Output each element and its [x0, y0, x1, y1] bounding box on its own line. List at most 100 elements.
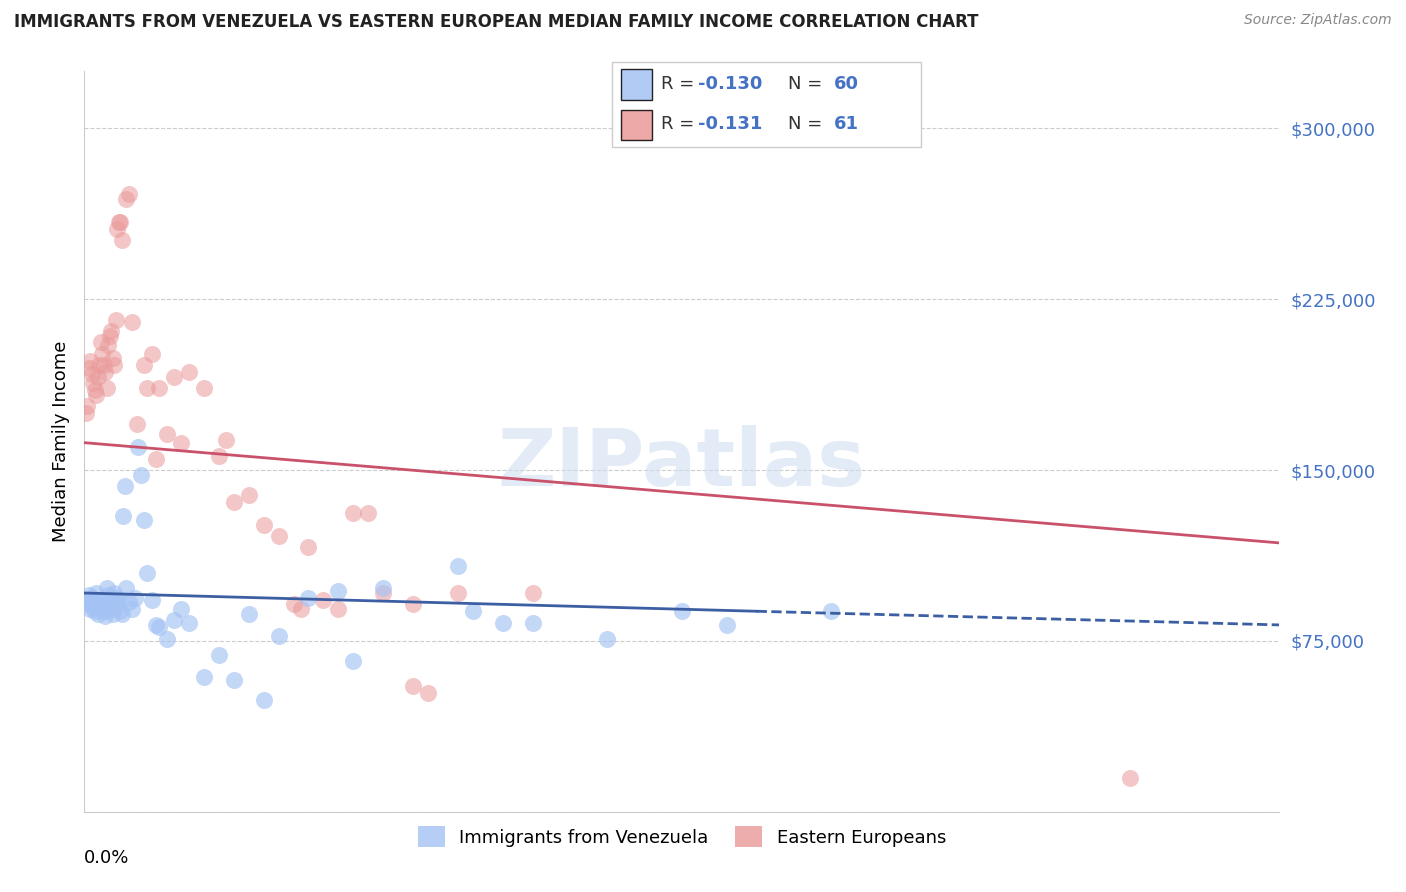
Point	[342, 506, 364, 520]
Point	[238, 607, 260, 621]
Point	[416, 686, 439, 700]
Point	[114, 479, 136, 493]
Point	[89, 598, 111, 612]
Point	[283, 598, 305, 612]
Point	[94, 608, 117, 623]
Point	[155, 632, 177, 646]
Point	[170, 435, 193, 450]
Point	[238, 488, 260, 502]
Point	[163, 369, 186, 384]
Point	[141, 347, 163, 361]
Point	[100, 602, 122, 616]
Text: N =: N =	[787, 115, 828, 133]
Point	[83, 604, 105, 618]
Y-axis label: Median Family Income: Median Family Income	[52, 341, 70, 542]
Point	[373, 586, 395, 600]
Point	[83, 384, 105, 398]
Point	[80, 368, 103, 382]
Point	[98, 595, 121, 609]
Point	[253, 517, 276, 532]
Point	[101, 607, 124, 621]
Text: 61: 61	[834, 115, 859, 133]
Point	[1119, 771, 1142, 785]
Point	[127, 440, 149, 454]
Point	[136, 566, 159, 580]
Point	[522, 615, 544, 630]
Text: -0.131: -0.131	[699, 115, 762, 133]
Point	[91, 347, 114, 361]
Point	[77, 360, 100, 375]
Point	[100, 324, 122, 338]
Point	[121, 315, 143, 329]
Point	[402, 680, 425, 694]
Point	[110, 604, 132, 618]
Point	[75, 406, 97, 420]
Point	[290, 602, 312, 616]
Point	[148, 381, 170, 395]
Point	[103, 358, 125, 372]
FancyBboxPatch shape	[621, 70, 652, 100]
Point	[90, 335, 112, 350]
FancyBboxPatch shape	[612, 62, 921, 147]
FancyBboxPatch shape	[621, 110, 652, 140]
Point	[145, 618, 167, 632]
Point	[87, 369, 110, 384]
Point	[79, 602, 101, 616]
Point	[222, 673, 245, 687]
Text: 0.0%: 0.0%	[84, 849, 129, 867]
Text: R =: R =	[661, 115, 700, 133]
Text: N =: N =	[787, 75, 828, 93]
Point	[77, 588, 100, 602]
Point	[297, 541, 319, 555]
Point	[110, 215, 132, 229]
Point	[596, 632, 619, 646]
Point	[94, 365, 117, 379]
Point	[163, 613, 186, 627]
Point	[208, 648, 231, 662]
Point	[328, 602, 350, 616]
Point	[111, 607, 134, 621]
Point	[96, 381, 118, 395]
Point	[129, 467, 152, 482]
Point	[112, 508, 135, 523]
Point	[125, 417, 148, 432]
Point	[141, 592, 163, 607]
Text: ZIPatlas: ZIPatlas	[498, 425, 866, 503]
Point	[522, 586, 544, 600]
Point	[215, 434, 238, 448]
Point	[297, 591, 319, 605]
Point	[267, 629, 290, 643]
Text: R =: R =	[661, 75, 700, 93]
Point	[148, 620, 170, 634]
Point	[177, 365, 200, 379]
Point	[97, 337, 120, 351]
Point	[105, 598, 128, 612]
Point	[111, 233, 134, 247]
Point	[101, 351, 124, 366]
Point	[716, 618, 738, 632]
Point	[145, 451, 167, 466]
Point	[132, 513, 156, 527]
Point	[79, 353, 101, 368]
Point	[93, 604, 115, 618]
Point	[136, 381, 159, 395]
Point	[342, 654, 364, 668]
Point	[104, 312, 127, 326]
Text: -0.130: -0.130	[699, 75, 762, 93]
Point	[115, 192, 138, 206]
Point	[75, 592, 97, 607]
Point	[96, 582, 118, 596]
Point	[447, 586, 470, 600]
Point	[93, 358, 115, 372]
Point	[820, 604, 842, 618]
Point	[76, 598, 98, 612]
Point	[90, 602, 112, 616]
Point	[118, 187, 141, 202]
Point	[170, 602, 193, 616]
Point	[80, 591, 103, 605]
Point	[208, 450, 231, 464]
Point	[97, 588, 120, 602]
Point	[671, 604, 693, 618]
Point	[492, 615, 515, 630]
Point	[253, 693, 276, 707]
